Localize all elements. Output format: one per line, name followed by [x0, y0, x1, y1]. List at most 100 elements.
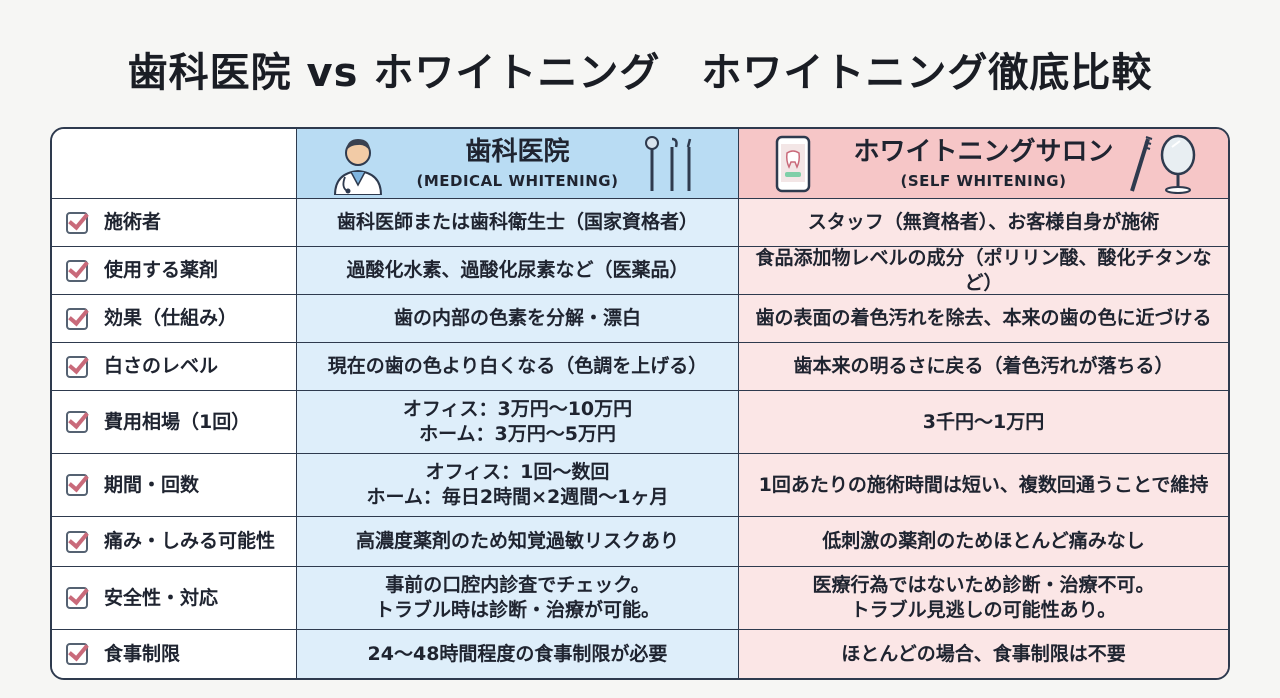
dental-text-line: 歯科医師または歯科衛生士（国家資格者） — [336, 211, 698, 234]
salon-text-line: 3千円～1万円 — [922, 410, 1045, 433]
dental-cell: 事前の口腔内診査でチェック。 トラブル時は診断・治療が可能。 — [297, 567, 739, 630]
header-salon-text: ホワイトニングサロン (SELF WHITENING) — [853, 136, 1113, 191]
checkbox-icon — [66, 211, 88, 234]
salon-cell: 食品添加物レベルの成分（ポリリン酸、酸化チタンなど） — [739, 247, 1228, 295]
row-label-cell: 白さのレベル — [52, 343, 297, 391]
dental-text-line: 24～48時間程度の食事制限が必要 — [367, 642, 668, 665]
salon-cell-text: 歯本来の明るさに戻る（着色汚れが落ちる） — [793, 354, 1173, 379]
checkbox-icon — [66, 411, 88, 433]
salon-cell: ほとんどの場合、食事制限は不要 — [739, 630, 1228, 678]
row-label: 期間・回数 — [104, 473, 200, 496]
row-label-cell: 効果（仕組み） — [52, 295, 297, 343]
dental-cell: オフィス：3万円～10万円 ホーム：3万円～5万円 — [297, 391, 739, 454]
salon-text-line: 1回あたりの施術時間は短い、複数回通うことで維持 — [758, 473, 1209, 496]
dental-cell: 高濃度薬剤のため知覚過敏リスクあり — [297, 517, 739, 567]
salon-cell: 医療行為ではないため診断・治療不可。 トラブル見逃しの可能性あり。 — [739, 567, 1228, 630]
checkbox-icon — [66, 587, 88, 609]
salon-cell-text: 食品添加物レベルの成分（ポリリン酸、酸化チタンなど） — [745, 247, 1222, 294]
dental-text-line: 歯の内部の色素を分解・漂白 — [393, 307, 641, 330]
salon-text-line: 低刺激の薬剤のためほとんど痛みなし — [822, 530, 1145, 553]
dental-cell-text: オフィス：3万円～10万円 ホーム：3万円～5万円 — [403, 397, 632, 446]
toothbrush-mirror-icon — [1130, 134, 1196, 194]
salon-text-line: ほとんどの場合、食事制限は不要 — [841, 642, 1126, 665]
dental-cell-text: 歯の内部の色素を分解・漂白 — [394, 306, 641, 331]
dental-text-line: 過酸化水素、過酸化尿素など（医薬品） — [346, 259, 689, 282]
checkbox-icon — [66, 530, 88, 553]
checkbox-icon — [66, 355, 88, 378]
dental-tools-icon — [645, 136, 692, 191]
dental-text-line: 事前の口腔内診査でチェック。 — [385, 574, 650, 597]
salon-cell: スタッフ（無資格者）、お客様自身が施術 — [739, 199, 1228, 247]
salon-text-line: スタッフ（無資格者）、お客様自身が施術 — [807, 211, 1160, 234]
dental-text-line: ホーム：3万円～5万円 — [419, 423, 616, 445]
header-salon-title: ホワイトニングサロン — [853, 136, 1114, 167]
dental-cell: 過酸化水素、過酸化尿素など（医薬品） — [297, 247, 739, 295]
salon-text-line: 食品添加物レベルの成分（ポリリン酸、酸化チタンなど） — [755, 247, 1212, 294]
checkbox-icon — [66, 307, 88, 330]
smartphone-tooth-icon — [775, 135, 811, 193]
header-dental: 歯科医院 (MEDICAL WHITENING) — [297, 129, 739, 199]
dental-cell-text: 歯科医師または歯科衛生士（国家資格者） — [337, 210, 698, 235]
row-label-cell: 施術者 — [52, 199, 297, 247]
salon-cell-text: 1回あたりの施術時間は短い、複数回通うことで維持 — [759, 473, 1209, 498]
salon-text-line: 医療行為ではないため診断・治療不可。 — [812, 574, 1155, 597]
row-label: 施術者 — [104, 211, 162, 234]
row-label-cell: 費用相場（1回） — [52, 391, 297, 454]
doctor-icon — [333, 139, 383, 195]
header-dental-title: 歯科医院 — [465, 136, 570, 167]
row-label: 食事制限 — [104, 642, 181, 665]
salon-cell-text: ほとんどの場合、食事制限は不要 — [841, 642, 1125, 667]
row-label-cell: 期間・回数 — [52, 454, 297, 517]
salon-cell: 低刺激の薬剤のためほとんど痛みなし — [739, 517, 1228, 567]
salon-cell-text: 医療行為ではないため診断・治療不可。 トラブル見逃しの可能性あり。 — [812, 573, 1154, 622]
dental-text-line: 高濃度薬剤のため知覚過敏リスクあり — [355, 530, 679, 553]
dental-cell-text: 現在の歯の色より白くなる（色調を上げる） — [328, 354, 708, 379]
row-label-cell: 安全性・対応 — [52, 567, 297, 630]
row-label-cell: 痛み・しみる可能性 — [52, 517, 297, 567]
header-salon: ホワイトニングサロン (SELF WHITENING) — [739, 129, 1228, 199]
comparison-table: 歯科医院 (MEDICAL WHITENING) — [50, 127, 1230, 680]
dental-text-line: ホーム：毎日2時間×2週間～1ヶ月 — [366, 486, 669, 508]
dental-cell: 歯科医師または歯科衛生士（国家資格者） — [297, 199, 739, 247]
row-label: 費用相場（1回） — [104, 410, 251, 433]
dental-cell: 現在の歯の色より白くなる（色調を上げる） — [297, 343, 739, 391]
dental-text-line: オフィス：3万円～10万円 — [402, 398, 633, 421]
header-empty-cell — [52, 129, 297, 199]
checkbox-icon — [66, 474, 88, 496]
row-label-cell: 食事制限 — [52, 630, 297, 678]
dental-text-line: オフィス：1回～数回 — [425, 461, 610, 484]
header-dental-subtitle: (MEDICAL WHITENING) — [416, 171, 619, 190]
salon-cell-text: 低刺激の薬剤のためほとんど痛みなし — [822, 529, 1144, 554]
row-label: 白さのレベル — [104, 355, 219, 378]
row-label-cell: 使用する薬剤 — [52, 247, 297, 295]
dental-cell: オフィス：1回～数回 ホーム：毎日2時間×2週間～1ヶ月 — [297, 454, 739, 517]
dental-cell: 歯の内部の色素を分解・漂白 — [297, 295, 739, 343]
dental-cell-text: 事前の口腔内診査でチェック。 トラブル時は診断・治療が可能。 — [375, 573, 660, 622]
dental-text-line: 現在の歯の色より白くなる（色調を上げる） — [327, 355, 708, 378]
checkbox-icon — [66, 643, 88, 665]
page-title: 歯科医院 vs ホワイトニング ホワイトニング徹底比較 — [127, 50, 1153, 96]
row-label: 安全性・対応 — [104, 586, 219, 609]
dental-cell-text: 高濃度薬剤のため知覚過敏リスクあり — [356, 529, 679, 554]
dental-text-line: トラブル時は診断・治療が可能。 — [374, 599, 660, 621]
salon-cell: 歯の表面の着色汚れを除去、本来の歯の色に近づける — [739, 295, 1228, 343]
row-label: 痛み・しみる可能性 — [104, 530, 276, 553]
salon-cell: 歯本来の明るさに戻る（着色汚れが落ちる） — [739, 343, 1228, 391]
header-dental-text: 歯科医院 (MEDICAL WHITENING) — [417, 136, 619, 191]
salon-cell-text: スタッフ（無資格者）、お客様自身が施術 — [808, 210, 1160, 235]
salon-cell: 1回あたりの施術時間は短い、複数回通うことで維持 — [739, 454, 1228, 517]
salon-text-line: 歯本来の明るさに戻る（着色汚れが落ちる） — [793, 355, 1174, 378]
dental-cell-text: オフィス：1回～数回 ホーム：毎日2時間×2週間～1ヶ月 — [366, 460, 668, 509]
checkbox-icon — [66, 259, 88, 282]
salon-text-line: トラブル見逃しの可能性あり。 — [850, 599, 1117, 621]
salon-cell: 3千円～1万円 — [739, 391, 1228, 454]
row-label: 使用する薬剤 — [104, 259, 219, 282]
row-label: 効果（仕組み） — [104, 307, 238, 330]
salon-cell-text: 歯の表面の着色汚れを除去、本来の歯の色に近づける — [755, 306, 1211, 331]
comparison-grid: 歯科医院 (MEDICAL WHITENING) — [52, 129, 1228, 678]
dental-cell-text: 過酸化水素、過酸化尿素など（医薬品） — [346, 258, 688, 283]
dental-cell: 24～48時間程度の食事制限が必要 — [297, 630, 739, 678]
salon-text-line: 歯の表面の着色汚れを除去、本来の歯の色に近づける — [755, 307, 1212, 330]
dental-cell-text: 24～48時間程度の食事制限が必要 — [368, 642, 668, 667]
